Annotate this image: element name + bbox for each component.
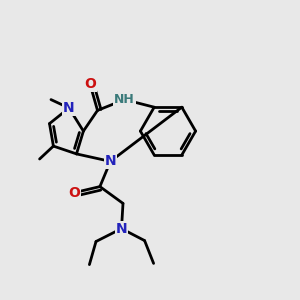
- Text: N: N: [63, 101, 75, 115]
- Text: O: O: [84, 77, 96, 91]
- Text: O: O: [68, 186, 80, 200]
- Text: NH: NH: [114, 93, 135, 106]
- Text: N: N: [105, 154, 116, 168]
- Text: N: N: [116, 222, 127, 236]
